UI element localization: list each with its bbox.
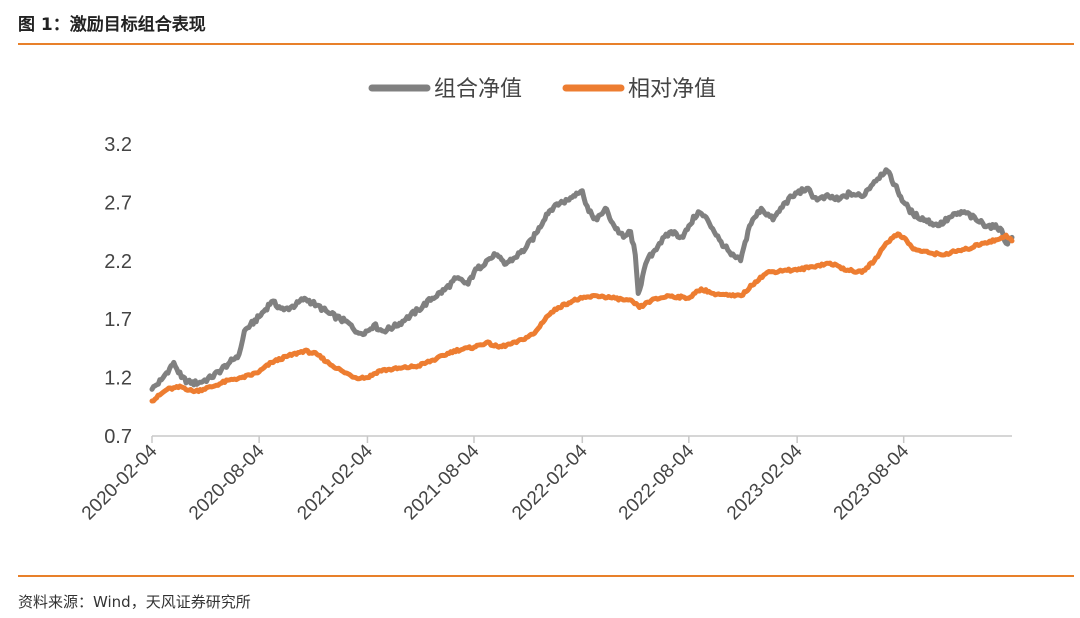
y-tick-label: 2.2 (104, 251, 132, 273)
y-tick-label: 3.2 (104, 134, 132, 156)
top-divider (18, 43, 1074, 45)
series-line-1 (149, 167, 1015, 392)
legend-label-1: 组合净值 (434, 76, 522, 101)
y-tick-label: 0.7 (104, 426, 132, 448)
y-tick-label: 1.7 (104, 309, 132, 331)
x-tick-label: 2023-08-04 (830, 440, 914, 524)
x-tick-label: 2022-02-04 (508, 440, 592, 524)
x-tick-label: 2021-08-04 (400, 440, 484, 524)
x-tick-label: 2021-02-04 (293, 440, 377, 524)
bottom-divider (18, 575, 1074, 577)
legend-label-2: 相对净值 (628, 76, 716, 101)
y-tick-label: 1.2 (104, 368, 132, 390)
x-tick-label: 2020-02-04 (78, 440, 162, 524)
y-tick-label: 2.7 (104, 192, 132, 214)
series-line-2 (149, 231, 1015, 404)
x-tick-label: 2020-08-04 (185, 440, 269, 524)
x-tick-label: 2022-08-04 (615, 440, 699, 524)
source-note: 资料来源：Wind，天风证券研究所 (18, 593, 251, 611)
figure-title: 图 1：激励目标组合表现 (18, 15, 206, 35)
x-tick-label: 2023-02-04 (723, 440, 807, 524)
